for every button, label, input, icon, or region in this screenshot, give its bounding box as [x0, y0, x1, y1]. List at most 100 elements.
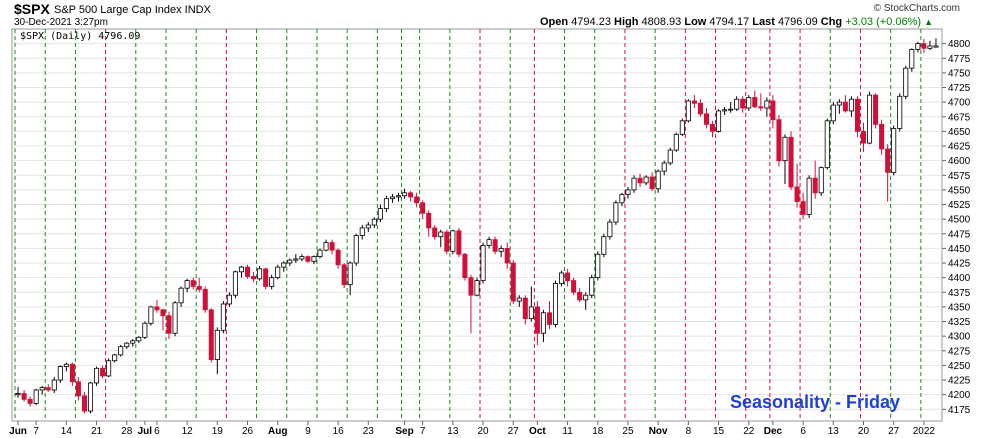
x-tick-label: 19: [212, 426, 224, 437]
candle-body: [885, 148, 891, 173]
candle-body: [402, 192, 408, 197]
y-tick-label: 4225: [948, 376, 971, 387]
candle-body: [903, 67, 909, 97]
candle-body: [836, 101, 842, 106]
candle-body: [100, 367, 106, 377]
candle-body: [395, 195, 402, 198]
plot-frame: [11, 28, 943, 422]
x-axis: Jun 7 14 21 28 Jul 6 12 19 26 Aug 9 16 23 Sep 7 13 20 27 Oc…: [9, 421, 935, 437]
candle-body: [685, 100, 691, 122]
low-label: Low: [684, 16, 707, 28]
grid-lines: [11, 28, 943, 422]
candle-body: [776, 119, 782, 162]
candle-body: [625, 189, 631, 195]
candle-body: [142, 322, 148, 338]
y-tick-label: 4700: [948, 98, 971, 109]
candle-body: [661, 162, 667, 172]
candle-body: [740, 98, 746, 109]
x-tick-label: Jul: [138, 426, 153, 437]
ohlc-readout: Open 4794.23 High 4808.93 Low 4794.17 La…: [540, 16, 933, 28]
x-tick-label: 26: [242, 426, 254, 437]
candle-body: [63, 363, 69, 367]
x-tick-label: Nov: [649, 426, 668, 437]
candle-body: [879, 123, 885, 150]
candle-body: [353, 235, 359, 264]
candle-body: [667, 149, 673, 164]
x-tick-label: Sep: [395, 426, 413, 437]
candle-body: [824, 120, 830, 169]
candle-body: [148, 306, 154, 324]
candle-body: [269, 277, 275, 287]
candle-body: [716, 110, 722, 132]
ticker-name: S&P 500 Large Cap Index INDX: [54, 4, 211, 16]
y-tick-label: 4675: [948, 112, 971, 123]
candle-body: [196, 286, 202, 290]
x-tick-label: 15: [713, 426, 725, 437]
y-tick-label: 4650: [948, 127, 971, 138]
candle-body: [921, 43, 927, 49]
x-tick-label: 9: [305, 426, 311, 437]
candle-body: [601, 236, 607, 255]
candle-body: [679, 120, 685, 135]
legend-text: $SPX (Daily) 4796.09: [20, 31, 141, 42]
x-tick-label: 21: [91, 426, 103, 437]
candle-body: [257, 268, 263, 280]
candle-body: [51, 379, 57, 391]
friday-lines: [14, 29, 922, 421]
candle-body: [450, 230, 456, 252]
candle-body: [854, 98, 860, 132]
candle-body: [377, 208, 383, 220]
x-tick-label: Dec: [764, 426, 783, 437]
candle-body: [637, 177, 643, 184]
candle-body: [172, 302, 178, 334]
candle-body: [214, 329, 220, 360]
candle-body: [232, 271, 238, 296]
candle-body: [528, 306, 534, 320]
candle-body: [371, 218, 377, 226]
chg-value: +3.03 (+0.06%): [845, 16, 922, 28]
candle-body: [462, 253, 468, 279]
x-tick-label: 13: [447, 426, 459, 437]
x-tick-label: Aug: [268, 426, 287, 437]
series-legend: $SPX (Daily) 4796.09: [20, 31, 140, 42]
candle-body: [414, 196, 420, 204]
candle-body: [746, 97, 752, 109]
x-tick-label: Jun: [9, 426, 27, 437]
candle-body: [589, 277, 595, 296]
y-tick-label: 4775: [948, 54, 971, 65]
candle-body: [226, 294, 232, 305]
candle-body: [607, 221, 613, 238]
x-tick-label: 6: [154, 426, 160, 437]
candle-body: [613, 202, 619, 223]
candle-body: [359, 227, 365, 236]
candle-body: [631, 177, 637, 191]
candle-body: [595, 253, 601, 279]
y-tick-label: 4275: [948, 346, 971, 357]
chart-header: $SPX S&P 500 Large Cap Index INDX © Stoc…: [0, 0, 990, 30]
y-tick-label: 4800: [948, 39, 971, 50]
candle-body: [408, 192, 414, 198]
candle-body: [263, 268, 269, 287]
candle-body: [154, 306, 160, 311]
y-tick-label: 4550: [948, 185, 971, 196]
candle-body: [522, 297, 528, 320]
x-tick-label: 13: [828, 426, 840, 437]
x-tick-label: 28: [121, 426, 133, 437]
candle-body: [383, 198, 389, 210]
quote-datetime: 30-Dec-2021 3:27pm: [14, 17, 108, 28]
y-tick-label: 4500: [948, 215, 971, 226]
y-tick-label: 4250: [948, 361, 971, 372]
candle-body: [752, 97, 758, 108]
candle-body: [341, 264, 347, 286]
y-tick-label: 4625: [948, 142, 971, 153]
candle-body: [848, 98, 854, 112]
candle-body: [806, 177, 812, 215]
candle-body: [27, 398, 33, 404]
x-tick-label: 12: [182, 426, 194, 437]
candle-body: [897, 95, 903, 129]
candle-body: [516, 297, 522, 302]
x-tick-label: 7: [420, 426, 426, 437]
candle-body: [565, 272, 571, 281]
x-tick-label: 27: [888, 426, 900, 437]
